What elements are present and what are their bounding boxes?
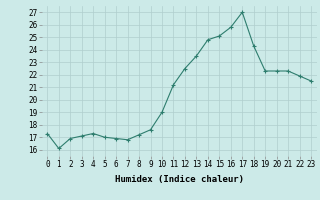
X-axis label: Humidex (Indice chaleur): Humidex (Indice chaleur) [115, 175, 244, 184]
